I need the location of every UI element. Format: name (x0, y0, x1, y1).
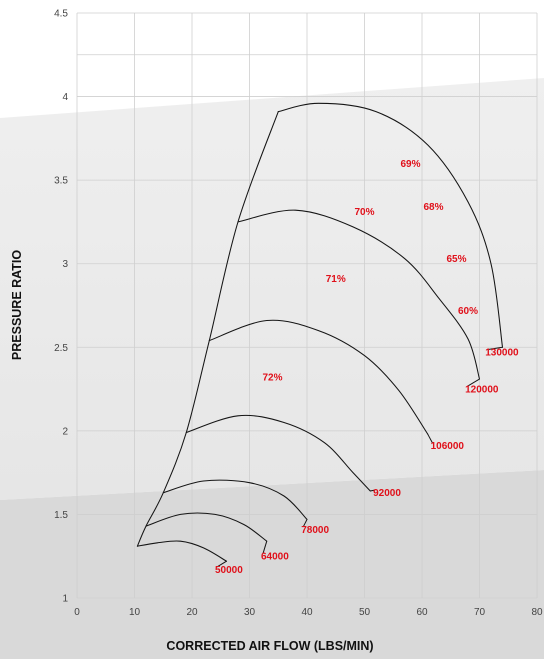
speed-line (162, 479, 308, 520)
x-tick-label: 80 (531, 607, 543, 618)
speed-label: 120000 (465, 384, 499, 395)
speed-leader (262, 541, 268, 554)
speed-line (237, 209, 481, 380)
speed-line (277, 102, 504, 348)
speed-line (185, 414, 371, 492)
efficiency-label: 69% (400, 159, 420, 170)
y-tick-label: 1 (62, 594, 68, 605)
speed-label: 130000 (485, 348, 519, 359)
speed-leader (216, 560, 227, 568)
labels: 50000 64000 78000 92000 106000 120000 130000 72… (215, 159, 519, 576)
speed-label: 92000 (373, 488, 401, 499)
y-tick-label: 1.5 (54, 510, 68, 521)
efficiency-label: 65% (446, 254, 466, 265)
x-tick-label: 70 (474, 607, 486, 618)
speed-label: 78000 (301, 525, 329, 536)
background-shading (0, 78, 544, 659)
x-tick-label: 20 (186, 607, 198, 618)
speed-line (208, 319, 429, 435)
x-tick-label: 50 (359, 607, 371, 618)
efficiency-label: 72% (262, 373, 282, 384)
efficiency-label: 68% (423, 202, 443, 213)
efficiency-label: 71% (326, 274, 346, 285)
x-tick-label: 0 (74, 607, 80, 618)
y-tick-label: 2 (62, 426, 68, 437)
axes: 0 10 20 30 40 50 60 70 80 1 1.5 2 2.5 3 3.5 4 4.5 CORRECT… (10, 9, 543, 654)
y-tick-label: 4 (62, 92, 68, 103)
y-tick-label: 3 (62, 259, 68, 270)
x-tick-label: 30 (244, 607, 256, 618)
speed-leader (487, 346, 503, 351)
speed-leader (302, 519, 308, 528)
y-axis-title: PRESSURE RATIO (10, 250, 24, 360)
x-axis-title: CORRECTED AIR FLOW (LBS/MIN) (166, 639, 373, 653)
speed-leader (427, 433, 434, 444)
y-tick-label: 4.5 (54, 9, 68, 20)
speed-leader (466, 378, 480, 387)
speed-line (145, 512, 268, 542)
x-tick-label: 40 (301, 607, 313, 618)
speed-leader (370, 489, 376, 492)
y-tick-label: 3.5 (54, 176, 68, 187)
x-tick-label: 10 (129, 607, 141, 618)
grid (76, 12, 538, 599)
curves (136, 102, 504, 568)
surge-line (136, 111, 279, 547)
speed-label: 64000 (261, 552, 289, 563)
speed-line (136, 540, 228, 562)
efficiency-label: 70% (354, 207, 374, 218)
speed-label: 50000 (215, 565, 243, 576)
x-tick-label: 60 (416, 607, 428, 618)
speed-label: 106000 (431, 441, 465, 452)
efficiency-label: 60% (458, 306, 478, 317)
y-tick-label: 2.5 (54, 343, 68, 354)
